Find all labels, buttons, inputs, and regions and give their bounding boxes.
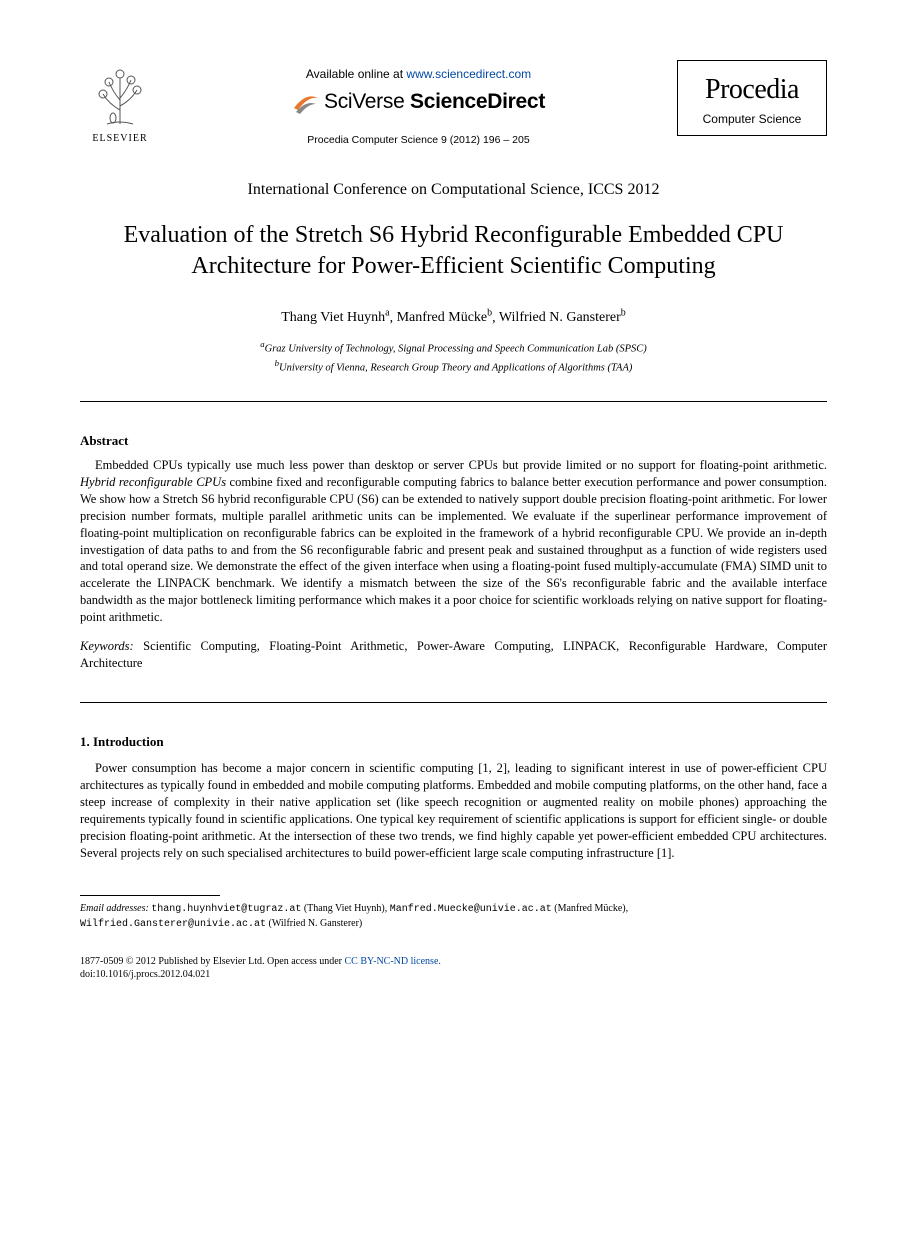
affiliations: aGraz University of Technology, Signal P… <box>80 338 827 376</box>
affiliation-a: aGraz University of Technology, Signal P… <box>80 338 827 357</box>
abstract-heading: Abstract <box>80 432 827 450</box>
section-1-paragraph: Power consumption has become a major con… <box>80 760 827 861</box>
affiliation-b: bUniversity of Vienna, Research Group Th… <box>80 357 827 376</box>
doi: doi:10.1016/j.procs.2012.04.021 <box>80 969 210 980</box>
sciverse-light: SciVerse <box>324 90 410 113</box>
email-2-name: (Manfred Mücke), <box>552 903 628 914</box>
section-1-heading: 1. Introduction <box>80 733 827 751</box>
available-online-line: Available online at www.sciencedirect.co… <box>160 66 677 82</box>
authors-line: Thang Viet Huynha, Manfred Mückeb, Wilfr… <box>80 307 827 329</box>
abstract-ital: Hybrid reconfigurable CPUs <box>80 475 226 489</box>
footnote-rule <box>80 895 220 896</box>
email-label: Email addresses: <box>80 903 151 914</box>
email-footnote: Email addresses: thang.huynhviet@tugraz.… <box>80 902 827 931</box>
page-header: ELSEVIER Available online at www.science… <box>80 60 827 147</box>
abstract-pre: Embedded CPUs typically use much less po… <box>95 458 827 472</box>
keywords-text: Scientific Computing, Floating-Point Ari… <box>80 639 827 670</box>
publication-info: 1877-0509 © 2012 Published by Elsevier L… <box>80 955 827 981</box>
sciverse-swoosh-icon <box>292 88 320 116</box>
divider-top <box>80 401 827 402</box>
abstract-post: combine fixed and reconfigurable computi… <box>80 475 827 624</box>
license-link[interactable]: CC BY-NC-ND license. <box>345 956 441 967</box>
elsevier-tree-icon <box>85 60 155 130</box>
procedia-title: Procedia <box>694 71 810 109</box>
available-prefix: Available online at <box>306 67 407 81</box>
author-2: Manfred Mückeb <box>397 310 493 325</box>
issn-copyright: 1877-0509 © 2012 Published by Elsevier L… <box>80 956 267 967</box>
email-1: thang.huynhviet@tugraz.at <box>151 904 301 915</box>
divider-bottom <box>80 702 827 703</box>
journal-reference: Procedia Computer Science 9 (2012) 196 –… <box>160 133 677 147</box>
elsevier-logo: ELSEVIER <box>80 60 160 146</box>
center-header: Available online at www.sciencedirect.co… <box>160 60 677 147</box>
email-1-name: (Thang Viet Huynh), <box>301 903 389 914</box>
sciverse-bold: ScienceDirect <box>410 90 545 113</box>
open-access-label: Open access under <box>267 956 344 967</box>
sciencedirect-link[interactable]: www.sciencedirect.com <box>406 67 531 81</box>
author-3: Wilfried N. Ganstererb <box>499 310 626 325</box>
paper-title: Evaluation of the Stretch S6 Hybrid Reco… <box>90 220 817 282</box>
abstract-body: Embedded CPUs typically use much less po… <box>80 457 827 626</box>
sciverse-logo: SciVerse ScienceDirect <box>292 88 545 116</box>
conference-name: International Conference on Computationa… <box>80 179 827 201</box>
sciverse-text: SciVerse ScienceDirect <box>324 88 545 116</box>
email-3-name: (Wilfried N. Gansterer) <box>266 918 362 929</box>
procedia-subtitle: Computer Science <box>694 111 810 127</box>
email-2: Manfred.Muecke@univie.ac.at <box>390 904 552 915</box>
email-3: Wilfried.Gansterer@univie.ac.at <box>80 919 266 930</box>
procedia-box: Procedia Computer Science <box>677 60 827 136</box>
elsevier-label: ELSEVIER <box>92 132 147 146</box>
keywords: Keywords: Scientific Computing, Floating… <box>80 638 827 672</box>
keywords-label: Keywords: <box>80 639 134 653</box>
author-1: Thang Viet Huynha <box>281 310 389 325</box>
